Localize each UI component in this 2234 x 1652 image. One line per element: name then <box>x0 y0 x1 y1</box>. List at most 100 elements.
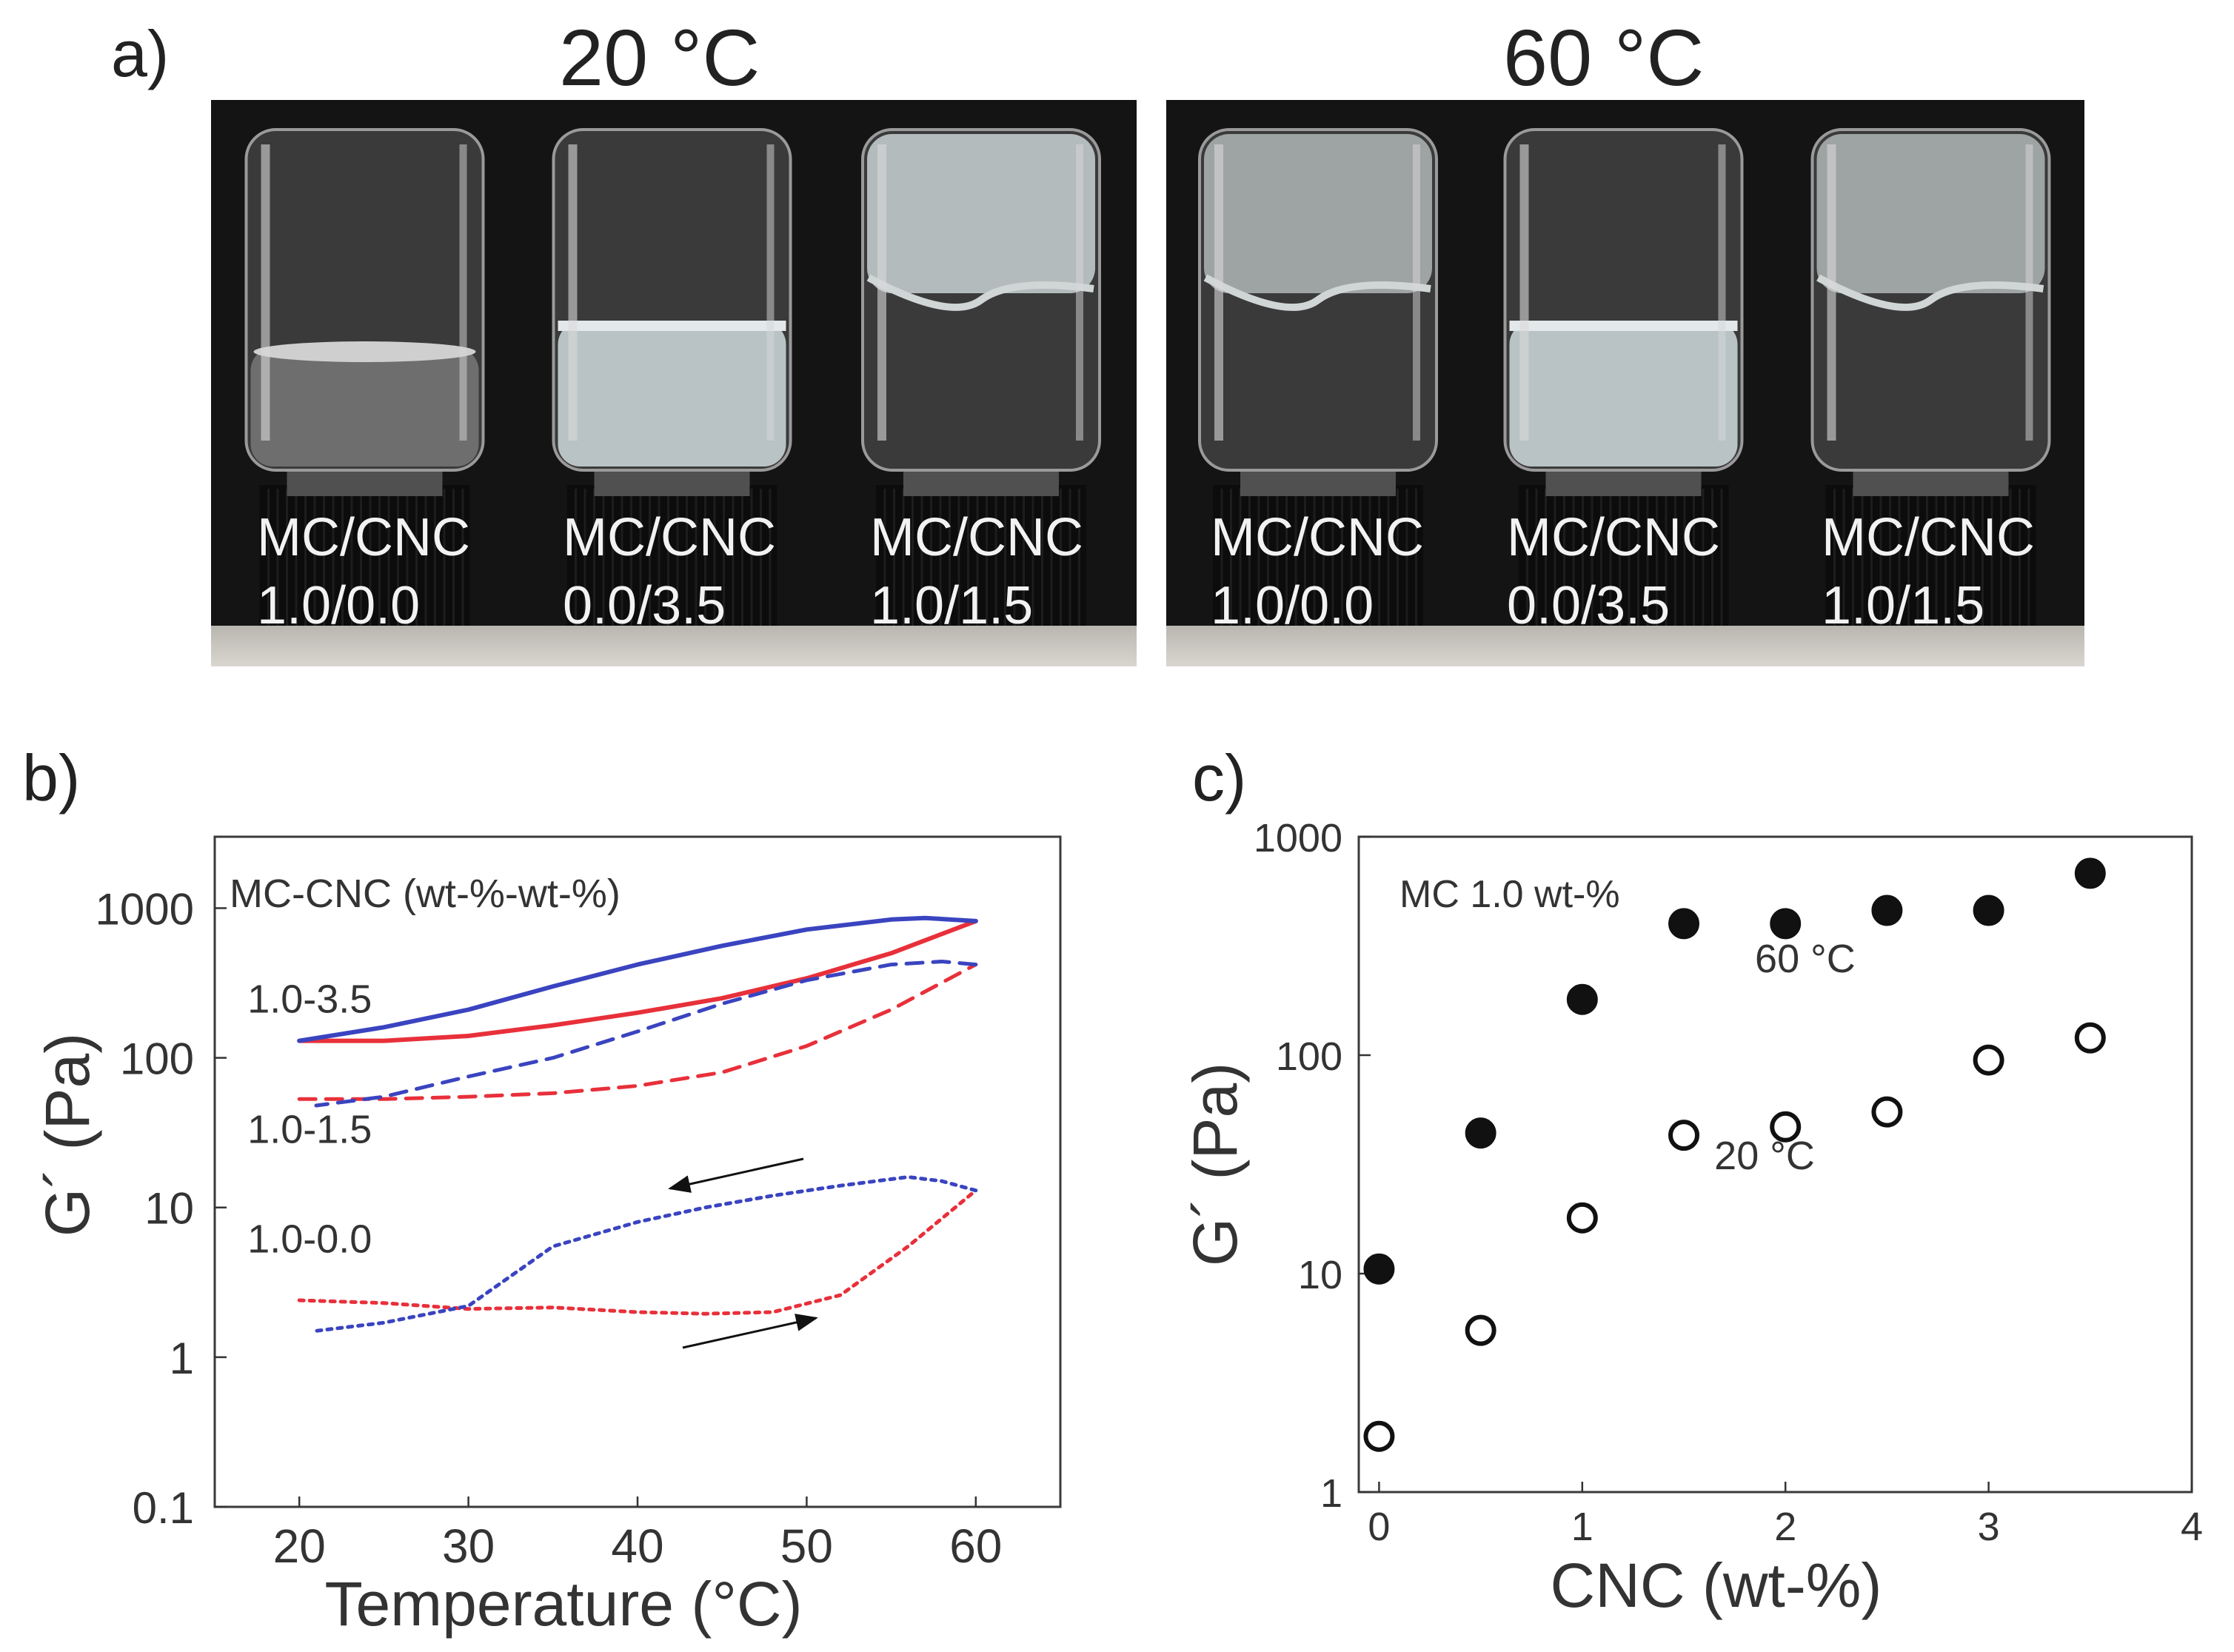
series-b-5 <box>314 1175 978 1333</box>
series-b-0 <box>297 918 978 1043</box>
vial-3-gel <box>867 134 1095 293</box>
series-b-2 <box>297 963 978 1101</box>
y-tick-label-b-0: 0.1 <box>133 1483 194 1533</box>
plot-area-c <box>1357 835 2193 1494</box>
vial-6-jar <box>1810 128 2051 666</box>
y-tick-label-c-0: 1 <box>1320 1471 1342 1516</box>
vial-6-label-1: MC/CNC <box>1822 508 2035 567</box>
point-c-20c-5 <box>1871 1096 1903 1128</box>
vial-1: MC/CNC 1.0/0.0 <box>211 100 518 666</box>
panel-c-label: c) <box>1192 741 1247 815</box>
x-tick-label-c-2: 2 <box>1774 1505 1796 1549</box>
panel-a-label: a) <box>111 17 170 90</box>
arrow-heating-b <box>682 1314 818 1349</box>
vial-2-liquid <box>558 322 786 466</box>
y-tick-label-b-3: 100 <box>120 1034 194 1084</box>
point-c-60c-4 <box>1770 908 1802 940</box>
point-c-60c-6 <box>1973 894 2004 926</box>
series-label-b-0: 1.0-3.5 <box>247 977 372 1022</box>
point-c-60c-7 <box>2074 857 2106 889</box>
vial-4-gel <box>1204 134 1432 293</box>
vial-6: MC/CNC 1.0/1.5 <box>1777 100 2084 666</box>
series-label-c-1: 20 °C <box>1714 1134 1815 1178</box>
vial-1-label-1: MC/CNC <box>257 508 470 567</box>
vial-4-highlight <box>1214 144 1223 441</box>
x-tick-label-c-1: 1 <box>1571 1505 1593 1549</box>
vial-2-highlight <box>568 144 578 441</box>
y-axis-title-b: G´ (Pa) <box>33 1033 102 1237</box>
series-b-3 <box>314 960 978 1108</box>
y-tick-label-c-2: 100 <box>1276 1034 1342 1079</box>
panel-b-label: b) <box>22 741 81 815</box>
vial-4-gel-edge <box>1203 274 1431 311</box>
vial-6-highlight <box>1827 144 1836 441</box>
vial-4: MC/CNC 1.0/0.0 <box>1166 100 1470 666</box>
series-b-1 <box>297 915 978 1043</box>
point-c-20c-0 <box>1363 1420 1395 1452</box>
vial-6-gel <box>1816 134 2045 293</box>
vial-3: MC/CNC 1.0/1.5 <box>826 100 1137 666</box>
point-c-60c-0 <box>1363 1253 1395 1285</box>
series-label-b-2: 1.0-0.0 <box>247 1217 372 1262</box>
point-c-60c-2 <box>1566 983 1598 1015</box>
vial-5-label-1: MC/CNC <box>1507 508 1720 567</box>
x-tick-label-b-30: 30 <box>442 1519 495 1573</box>
vial-6-label-2: 1.0/1.5 <box>1822 576 1985 635</box>
vial-5-label-2: 0.0/3.5 <box>1507 576 1671 635</box>
point-c-20c-3 <box>1668 1120 1700 1151</box>
point-c-20c-1 <box>1465 1314 1496 1346</box>
x-tick-label-b-40: 40 <box>611 1519 663 1573</box>
vial-1-meniscus <box>253 341 476 362</box>
x-axis-title-c: CNC (wt-%) <box>1551 1551 1882 1620</box>
vial-2-label-1: MC/CNC <box>563 508 776 567</box>
point-c-60c-5 <box>1871 894 1903 926</box>
vial-5: MC/CNC 0.0/3.5 <box>1470 100 1777 666</box>
point-c-20c-4 <box>1770 1111 1802 1143</box>
series-label-c-0: 60 °C <box>1755 937 1856 981</box>
vial-5-liquid <box>1509 322 1738 466</box>
vial-3-highlight-right <box>1076 144 1083 441</box>
point-c-60c-3 <box>1668 908 1700 940</box>
y-tick-label-b-4: 1000 <box>96 884 194 934</box>
vial-5-highlight <box>1519 144 1529 441</box>
vial-1-liquid <box>250 348 479 466</box>
vial-4-label-1: MC/CNC <box>1211 508 1424 567</box>
x-tick-label-b-50: 50 <box>780 1519 833 1573</box>
series-label-b-1: 1.0-1.5 <box>247 1108 372 1152</box>
point-c-20c-7 <box>2074 1022 2106 1054</box>
vial-4-label-2: 1.0/0.0 <box>1211 576 1374 635</box>
y-tick-label-c-3: 1000 <box>1254 816 1342 860</box>
y-tick-label-c-1: 10 <box>1298 1253 1342 1297</box>
vial-5-highlight-right <box>1718 144 1726 441</box>
vial-2-meniscus <box>558 321 786 331</box>
legend-title-b: MC-CNC (wt-%-wt-%) <box>230 872 621 916</box>
arrow-cooling-b <box>668 1157 804 1193</box>
chart-b: 20 30 40 50 60 0.1 1 10 100 1000 Temperature (°C) G… <box>33 835 1062 1639</box>
x-tick-label-b-20: 20 <box>273 1519 326 1573</box>
y-tick-label-b-1: 1 <box>170 1334 194 1383</box>
photo-group-20c: MC/CNC 1.0/0.0 MC/CNC 0.0/3.5 MC/CNC 1.0… <box>211 100 1137 666</box>
vial-3-label-2: 1.0/1.5 <box>870 576 1034 635</box>
y-axis-title-c: G´ (Pa) <box>1180 1063 1250 1266</box>
x-tick-label-c-4: 4 <box>2181 1505 2203 1549</box>
vial-3-jar <box>861 128 1101 666</box>
vial-3-label-1: MC/CNC <box>870 508 1083 567</box>
vial-3-highlight <box>877 144 886 441</box>
title-60c: 60 °C <box>1503 13 1705 102</box>
x-tick-label-c-0: 0 <box>1368 1505 1390 1549</box>
photo-group-60c: MC/CNC 1.0/0.0 MC/CNC 0.0/3.5 MC/CNC 1.0… <box>1166 100 2084 666</box>
vial-1-label-2: 1.0/0.0 <box>257 576 421 635</box>
point-c-20c-6 <box>1973 1044 2004 1076</box>
vial-2-label-2: 0.0/3.5 <box>563 576 726 635</box>
x-tick-label-b-60: 60 <box>949 1519 1002 1573</box>
vial-2-highlight-right <box>766 144 775 441</box>
plot-area-b <box>213 835 1062 1508</box>
bench-20c <box>211 626 1137 666</box>
vial-6-highlight-right <box>2025 144 2033 441</box>
vial-5-meniscus <box>1509 321 1738 331</box>
title-20c: 20 °C <box>559 13 760 102</box>
vial-6-gel-edge <box>1816 274 2044 311</box>
vial-3-gel-edge <box>866 274 1094 311</box>
annotation-c: MC 1.0 wt-% <box>1399 873 1620 916</box>
